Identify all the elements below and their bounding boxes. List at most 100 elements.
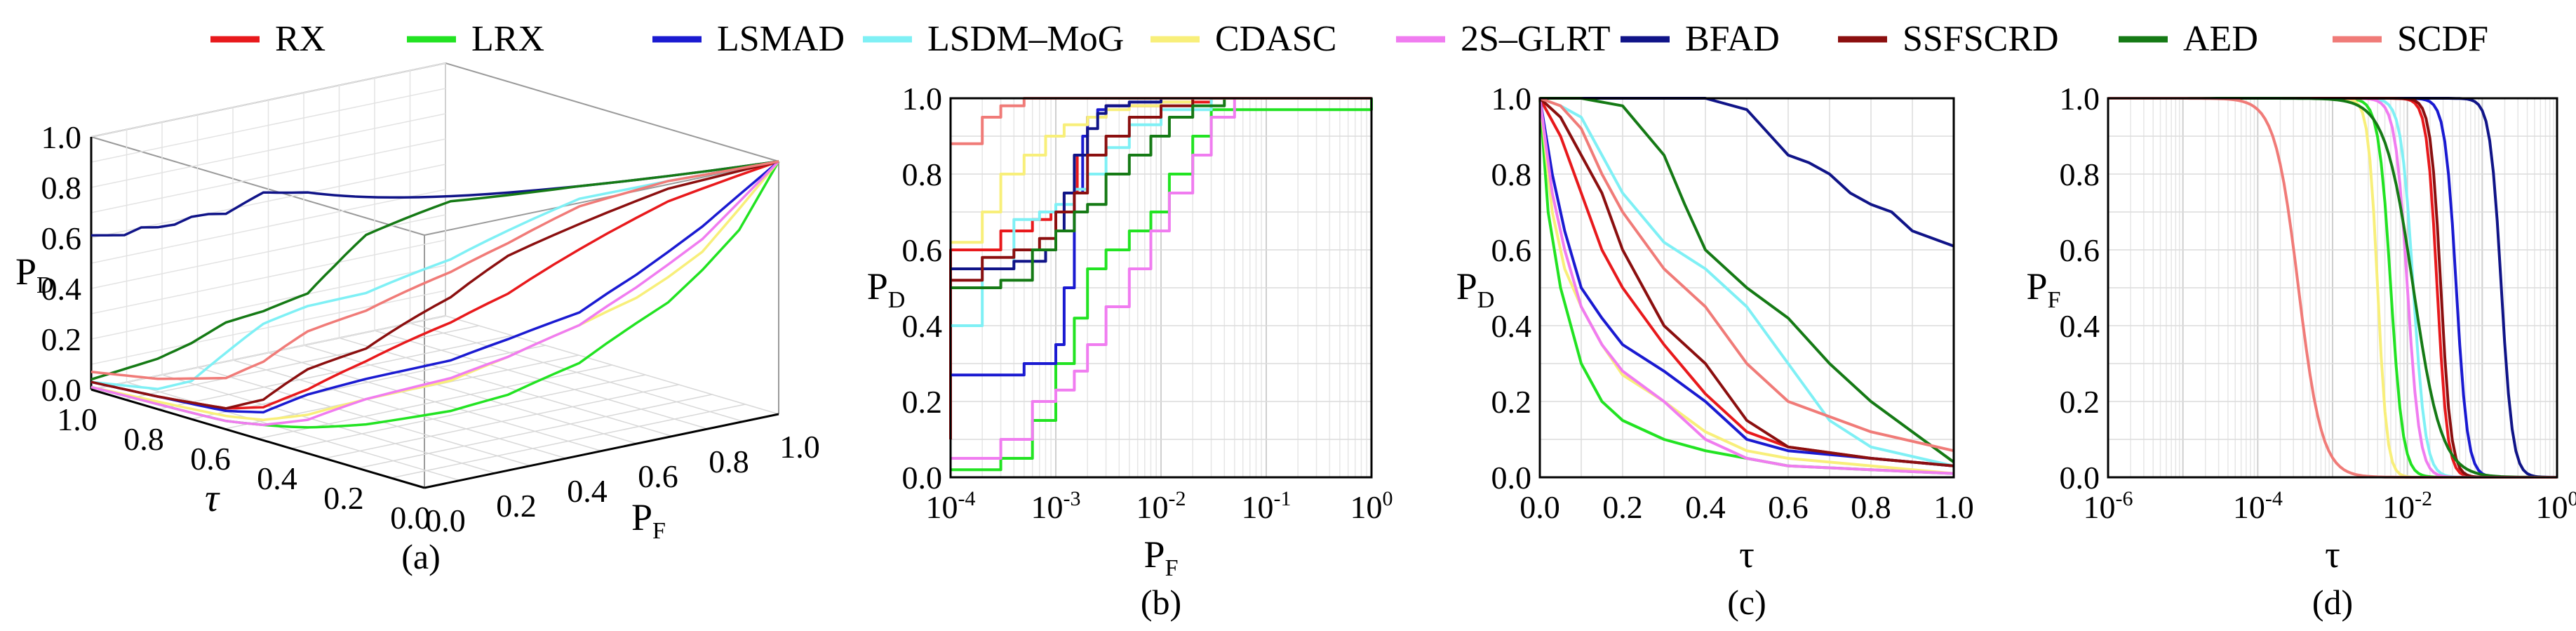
series-line-8 [951, 97, 1371, 289]
series-line-4 [951, 97, 1371, 244]
x-tick-exponent: 0 [1383, 487, 1393, 510]
x-tick-label: 0.4 [1685, 489, 1726, 525]
y-axis-label-sub: D [1477, 287, 1495, 313]
x-tick-base: 0.6 [1768, 489, 1809, 525]
series-line-6 [951, 97, 1371, 270]
series-curve-1 [90, 161, 780, 429]
y-tick-label: 1.0 [1491, 81, 1532, 117]
x-tick-base: 0.4 [1685, 489, 1726, 525]
y-axis-label: PD [1456, 265, 1495, 313]
x-tick-base: 0.8 [1851, 489, 1891, 525]
pd-tick-label: 0.2 [41, 321, 82, 357]
y-tick-label: 0.2 [902, 384, 943, 420]
pd-tick-label: 0.6 [41, 220, 82, 256]
pd-axis-label-sub: D [36, 272, 54, 298]
y-tick-label: 0.4 [2060, 308, 2100, 344]
legend-label-8: AED [2183, 19, 2258, 59]
grid [2107, 98, 2557, 478]
y-tick-label: 0.6 [902, 232, 943, 268]
series-curve-3 [90, 160, 779, 390]
x-tick-label: 10-1 [1242, 487, 1292, 525]
x-tick-base: 10 [1242, 489, 1274, 525]
floor-grid [157, 335, 513, 410]
y-tick-label: 0.0 [2060, 460, 2100, 496]
y-tick-label: 0.8 [902, 157, 943, 192]
x-tick-base: 10 [2382, 489, 2415, 525]
plot-frame [1538, 97, 1955, 479]
x-axis-label-sub: F [1165, 555, 1179, 581]
y-tick-label: 0.0 [1491, 460, 1532, 496]
tau-tick-label: 0.0 [390, 500, 431, 536]
wall-grid [90, 138, 446, 213]
tau-axis [90, 388, 425, 489]
x-tick-label: 10-4 [926, 487, 976, 525]
legend-label-9: SCDF [2397, 19, 2488, 59]
x-tick-label: 10-6 [2084, 487, 2133, 525]
x-tick-label: 10-2 [2382, 487, 2432, 525]
series-line-7 [1538, 97, 1954, 467]
pd-tick-label: 1.0 [41, 119, 82, 155]
x-tick-base: 10 [2084, 489, 2116, 525]
series-curve-5 [90, 160, 780, 427]
tau-tick-label: 1.0 [57, 401, 98, 437]
x-tick-label: 1.0 [1933, 489, 1974, 525]
x-tick-base: 0.2 [1602, 489, 1643, 525]
series-line-8 [1540, 97, 1955, 464]
series-line-2 [1538, 98, 1954, 467]
y-tick-label: 0.8 [1491, 157, 1532, 192]
x-tick-label: 0.0 [1520, 489, 1560, 525]
legend-label-1: LRX [471, 19, 544, 59]
x-axis-label: τ [1739, 533, 1755, 576]
wall-grid [90, 164, 446, 239]
tau-tick-label: 0.4 [257, 460, 297, 496]
pf-axis-label-sub: F [652, 518, 666, 544]
plot-frame [949, 97, 1373, 479]
wall-grid [90, 62, 446, 138]
x-tick-label: 10-3 [1031, 487, 1081, 525]
wall-grid [90, 113, 446, 188]
x-axis-label: PF [1144, 533, 1179, 581]
x-tick-base: 10 [1350, 489, 1383, 525]
y-tick-label: 0.6 [1491, 232, 1532, 268]
series-curve-8 [90, 160, 779, 381]
series-group [949, 97, 1373, 472]
panel-label: (b) [1141, 583, 1181, 622]
x-tick-exponent: -3 [1064, 487, 1081, 510]
tau-tick-label: 0.6 [190, 441, 231, 477]
pf-tick-label: 0.2 [496, 488, 537, 524]
floor-grid [303, 345, 638, 444]
x-axis-label-main: τ [1739, 533, 1755, 576]
pf-tick-label: 0.4 [567, 473, 608, 509]
pd-tick-label: 0.0 [41, 372, 82, 408]
y-tick-label: 0.2 [1491, 384, 1532, 420]
panel-c-pd-tau: 0.0 0.2 0.4 0.6 0.8 1.0 0.0 0.2 0.4 0.6 0.8 1.0 τ PD (… [1456, 81, 1974, 622]
floor-grid [339, 337, 673, 437]
x-tick-base: 10 [2536, 489, 2568, 525]
series-line-5 [1538, 98, 1954, 475]
y-tick-label: 0.4 [1491, 308, 1532, 344]
series-line-3 [1539, 97, 1954, 467]
x-tick-exponent: -4 [958, 487, 976, 510]
floor-grid [124, 325, 479, 400]
y-axis-label-main: P [867, 265, 888, 307]
x-tick-base: 10 [1031, 489, 1064, 525]
x-tick-base: 10 [2233, 489, 2265, 525]
grid [950, 98, 1371, 478]
y-tick-label: 1.0 [902, 81, 943, 117]
x-tick-label: 0.8 [1851, 489, 1891, 525]
wall-grid [90, 189, 446, 264]
floor-grid [410, 322, 744, 423]
y-axis-label: PD [867, 265, 906, 313]
y-tick-label: 0.0 [902, 460, 943, 496]
pf-tick-label: 0.6 [638, 458, 678, 494]
panel-a-3d-roc: 0.00.20.40.60.81.01.00.80.60.40.20.00.0 0… [15, 62, 820, 576]
x-axis-label-main: τ [2325, 533, 2340, 576]
y-tick-label: 0.6 [2060, 232, 2100, 268]
tau-tick-label: 0.8 [123, 421, 164, 457]
x-tick-exponent: -4 [2265, 487, 2283, 510]
y-tick-label: 0.2 [2060, 384, 2100, 420]
pf-axis-label: PF [631, 496, 666, 544]
plot-frame [2107, 97, 2558, 479]
y-tick-label: 1.0 [2060, 81, 2100, 117]
